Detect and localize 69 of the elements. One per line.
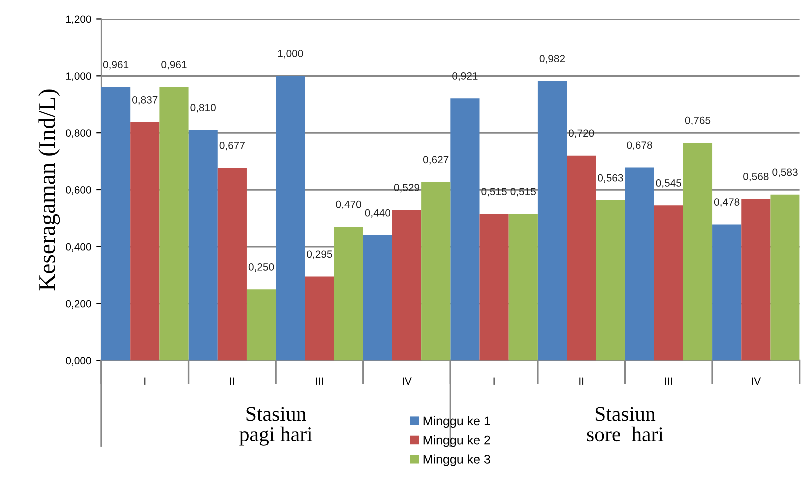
data-label: 0,478 [714,198,740,208]
x-tick-label: IV [403,378,412,385]
x-tick-label: IV [752,378,762,385]
data-label: 0,720 [568,130,594,138]
data-label: 0,677 [220,142,245,151]
text: Stasiun pagi hari [240,407,312,446]
bar [712,224,742,361]
data-label: 0,515 [482,188,507,197]
data-label: 0,961 [162,61,187,70]
bar [392,210,422,361]
bar [742,199,771,361]
bar [160,87,189,361]
legend-label: Minggu ke 3 [424,454,490,466]
bar [480,214,509,361]
data-label: 0,529 [394,184,420,193]
data-label: 0,563 [598,174,624,184]
x-tick-label: II [580,378,584,385]
data-label: 0,765 [685,116,711,126]
bar [450,98,480,361]
bar [276,76,306,361]
bar [683,143,713,361]
y-tick-label: 0,000 [66,357,92,366]
x-tick-label: III [316,378,324,385]
data-label: 0,921 [452,72,478,82]
data-label: 0,515 [510,188,536,197]
y-axis-title: Keseragaman (Ind/L) [38,90,60,291]
x-tick-label: II [230,378,234,385]
bar [422,182,451,361]
bar [538,81,568,361]
data-label: 0,583 [772,168,798,178]
data-label: 0,295 [307,250,332,260]
data-label: 1,000 [278,50,304,59]
data-label: 0,982 [540,55,566,64]
bar [596,200,626,361]
y-tick-label: 0,400 [66,243,92,252]
y-tick-label: 1,200 [66,16,92,24]
data-label: 0,837 [132,96,158,106]
data-label: 0,961 [103,61,129,70]
data-label: 0,250 [248,264,274,272]
bar [218,168,247,361]
bar [334,226,364,361]
bar [567,156,596,361]
y-tick-label: 1,000 [66,72,92,82]
legend-label: Minggu ke 2 [424,436,490,448]
y-tick-label: 0,600 [66,186,92,196]
data-label: 0,440 [365,209,391,218]
bar [654,206,684,361]
x-tick-label: I [494,378,495,385]
bar [246,290,276,361]
bar [102,87,131,361]
x-tick-label: I [144,378,146,385]
y-tick-label: 0,800 [66,130,92,138]
bar [508,214,538,361]
bar [770,194,800,361]
bar [188,130,218,361]
data-label: 0,678 [627,142,652,150]
legend-label: Minggu ke 1 [424,416,490,428]
bar [625,168,654,361]
data-label: 0,545 [656,180,682,188]
data-label: 0,810 [190,104,216,113]
data-label: 0,627 [423,156,449,165]
bar [130,122,160,361]
data-label: 0,470 [336,200,362,210]
text: Stasiun sore hari [587,407,664,442]
y-tick-label: 0,200 [66,300,92,309]
bar [363,236,392,361]
data-label: 0,568 [744,173,769,182]
bar [305,276,334,361]
x-tick-label: III [666,378,672,385]
